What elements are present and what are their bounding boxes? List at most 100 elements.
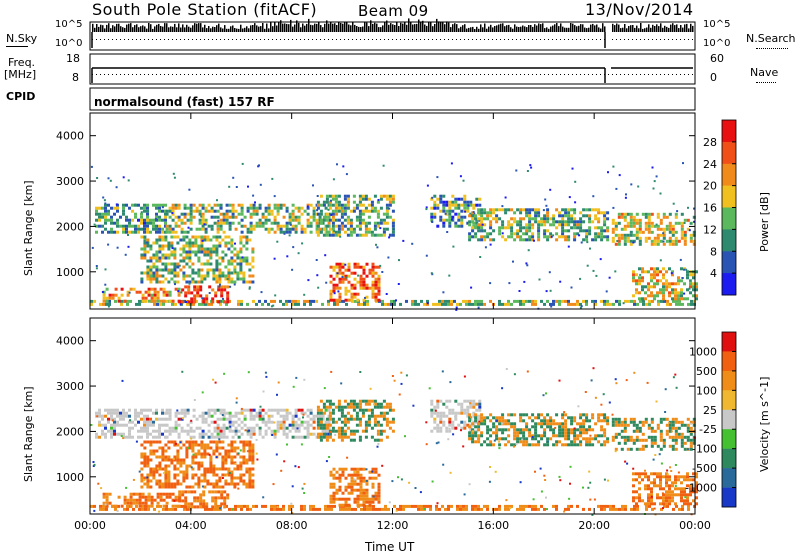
echo-cell [140,476,144,480]
echo-cell [478,417,482,421]
echo-cell [240,230,244,234]
nsky-bar [458,28,460,32]
echo-cell [291,215,295,219]
echo-cell [653,276,656,280]
echo-cell [552,302,555,306]
echo-cell [468,431,472,435]
echo-cell [632,218,636,222]
echo-cell [176,452,180,456]
echo-cell [162,507,165,511]
echo-cell [364,227,368,231]
echo-cell [603,419,607,423]
nsky-bar [492,27,494,32]
echo-cell [143,230,146,234]
echo-cell [270,507,273,511]
nave-dot [348,74,349,75]
echo-cell [197,259,201,263]
echo-cell [173,443,177,447]
echo-cell [159,498,163,502]
echo-cell [288,411,292,415]
echo-cell [522,238,526,242]
echo-cell [359,503,363,507]
echo-cell [474,416,478,420]
echo-cell [143,203,146,207]
nsky-bar [524,26,526,32]
echo-cell [248,280,252,284]
echo-cell [606,440,610,444]
echo-cell [315,218,319,222]
echo-cell [129,299,132,303]
nsky-bar [588,27,590,32]
echo-cell [519,238,523,242]
echo-cell [570,440,574,444]
echo-cell [513,299,516,303]
echo-cell [364,423,368,427]
echo-cell [218,244,222,248]
echo-cell [252,299,255,303]
echo-speckle [586,241,589,244]
echo-cell [558,434,562,438]
echo-cell [629,221,633,225]
echo-cell [158,426,161,430]
nave-dot [480,74,481,75]
echo-cell [174,504,178,508]
echo-cell [173,247,177,251]
echo-cell [158,244,162,248]
echo-cell [371,283,375,287]
echo-cell [306,414,310,418]
echo-cell [567,302,570,306]
echo-cell [630,299,633,303]
nsearch-dot [672,39,673,40]
echo-speckle [128,291,131,294]
echo-cell [168,414,172,418]
echo-cell [300,230,304,234]
echo-cell [329,289,333,293]
echo-cell [155,212,158,216]
echo-cell [242,443,246,447]
nave-dot [160,74,161,75]
echo-cell [206,253,210,257]
echo-cell [456,507,459,511]
echo-speckle [693,220,696,223]
echo-cell [504,419,508,423]
echo-cell [668,221,672,225]
echo-speckle [303,293,306,296]
echo-cell [325,423,329,427]
echo-cell [641,297,644,301]
nsearch-dot [300,39,301,40]
echo-cell [379,423,383,427]
nsearch-dot [196,39,197,40]
echo-cell [543,214,547,218]
echo-cell [537,422,541,426]
echo-cell [144,507,147,511]
echo-cell [335,470,339,474]
echo-speckle [178,264,181,267]
echo-cell [340,209,344,213]
echo-speckle [116,246,119,249]
echo-cell [478,408,482,412]
echo-cell [155,265,159,269]
nsky-bar [104,28,106,32]
echo-cell [537,440,541,444]
echo-cell [665,227,669,231]
nsearch-dot [636,39,637,40]
nsearch-dot [264,39,265,40]
nave-dot [316,74,317,75]
echo-cell [433,405,437,409]
echo-cell [242,277,246,281]
echo-cell [146,277,150,281]
echo-cell [349,221,353,225]
echo-cell [285,230,289,234]
echo-cell [164,411,167,415]
echo-cell [588,220,592,224]
echo-cell [525,214,529,218]
echo-cell [219,426,223,430]
echo-cell [370,435,374,439]
echo-cell [549,416,553,420]
echo-cell [507,226,511,230]
echo-cell [442,224,446,228]
echo-cell [555,413,559,417]
echo-cell [230,250,234,254]
echo-cell [513,425,517,429]
echo-cell [366,302,369,306]
